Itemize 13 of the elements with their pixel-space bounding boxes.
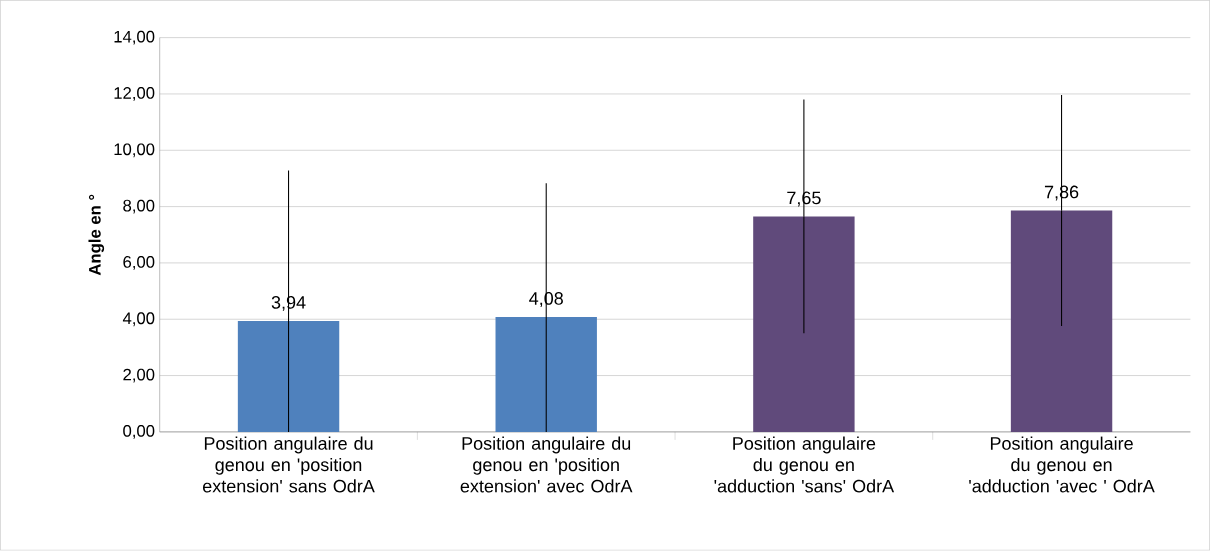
y-axis-title: Angle en ° <box>88 194 105 276</box>
y-tick-label: 6,00 <box>123 256 155 271</box>
y-tick-label: 14,00 <box>114 30 155 45</box>
y-tick-label: 0,00 <box>123 425 155 439</box>
y-tick-label: 2,00 <box>123 368 155 383</box>
y-tick-label: 10,00 <box>114 143 155 158</box>
x-tick-label: Position angulaire du genou en 'adduction 'avec ' OdrA <box>969 436 1155 493</box>
y-tick-label: 8,00 <box>123 199 155 214</box>
x-tick-label: Position angulaire du genou en 'position extension' avec OdrA <box>460 436 633 493</box>
y-tick-label: 4,00 <box>122 312 155 327</box>
x-tick-label: Position angulaire du genou en 'adduction 'sans' OdrA <box>714 436 895 493</box>
x-tick-label: Position angulaire du genou en 'position extension' sans OdrA <box>203 436 375 493</box>
y-tick-label: 12,00 <box>114 87 155 102</box>
